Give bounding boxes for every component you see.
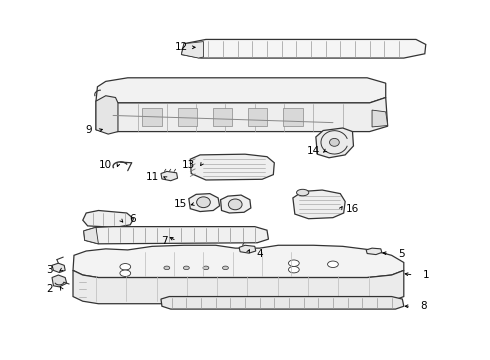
Text: 15: 15 xyxy=(174,199,187,210)
Polygon shape xyxy=(239,245,256,253)
Polygon shape xyxy=(52,263,65,273)
Polygon shape xyxy=(189,194,220,212)
Polygon shape xyxy=(161,171,177,181)
Ellipse shape xyxy=(120,270,131,276)
Polygon shape xyxy=(52,275,67,287)
Polygon shape xyxy=(84,226,269,244)
Polygon shape xyxy=(372,110,388,127)
Text: 14: 14 xyxy=(307,145,320,156)
Ellipse shape xyxy=(196,197,210,208)
Polygon shape xyxy=(73,270,404,304)
Text: 16: 16 xyxy=(346,204,359,215)
Ellipse shape xyxy=(203,266,209,270)
Polygon shape xyxy=(220,195,251,213)
Text: 9: 9 xyxy=(85,125,92,135)
Text: 11: 11 xyxy=(146,172,159,182)
Polygon shape xyxy=(96,98,388,132)
Ellipse shape xyxy=(328,261,338,267)
Polygon shape xyxy=(316,128,353,158)
Polygon shape xyxy=(190,154,274,180)
Ellipse shape xyxy=(228,199,242,210)
Ellipse shape xyxy=(222,266,228,270)
Polygon shape xyxy=(248,108,268,126)
Polygon shape xyxy=(213,108,232,126)
Ellipse shape xyxy=(183,266,189,270)
Ellipse shape xyxy=(289,266,299,273)
Polygon shape xyxy=(293,190,345,219)
Polygon shape xyxy=(83,211,134,227)
Text: 7: 7 xyxy=(161,236,168,246)
Polygon shape xyxy=(84,227,98,244)
Text: 12: 12 xyxy=(175,42,188,52)
Ellipse shape xyxy=(120,264,131,270)
Ellipse shape xyxy=(164,266,170,270)
Ellipse shape xyxy=(330,138,339,146)
Text: 8: 8 xyxy=(420,301,427,311)
Polygon shape xyxy=(73,245,404,278)
Polygon shape xyxy=(366,248,382,255)
Ellipse shape xyxy=(289,260,299,266)
Polygon shape xyxy=(177,108,197,126)
Ellipse shape xyxy=(296,189,309,196)
Text: 13: 13 xyxy=(182,160,196,170)
Polygon shape xyxy=(283,108,303,126)
Polygon shape xyxy=(96,96,118,134)
Text: 4: 4 xyxy=(256,248,263,258)
Text: 10: 10 xyxy=(99,160,112,170)
Polygon shape xyxy=(96,78,386,103)
Polygon shape xyxy=(143,108,162,126)
Polygon shape xyxy=(181,41,203,58)
Text: 3: 3 xyxy=(46,265,53,275)
Polygon shape xyxy=(161,297,404,309)
Text: 2: 2 xyxy=(46,284,53,294)
Text: 5: 5 xyxy=(398,248,405,258)
Text: 1: 1 xyxy=(422,270,429,280)
Text: 6: 6 xyxy=(129,215,136,224)
Polygon shape xyxy=(181,40,426,58)
